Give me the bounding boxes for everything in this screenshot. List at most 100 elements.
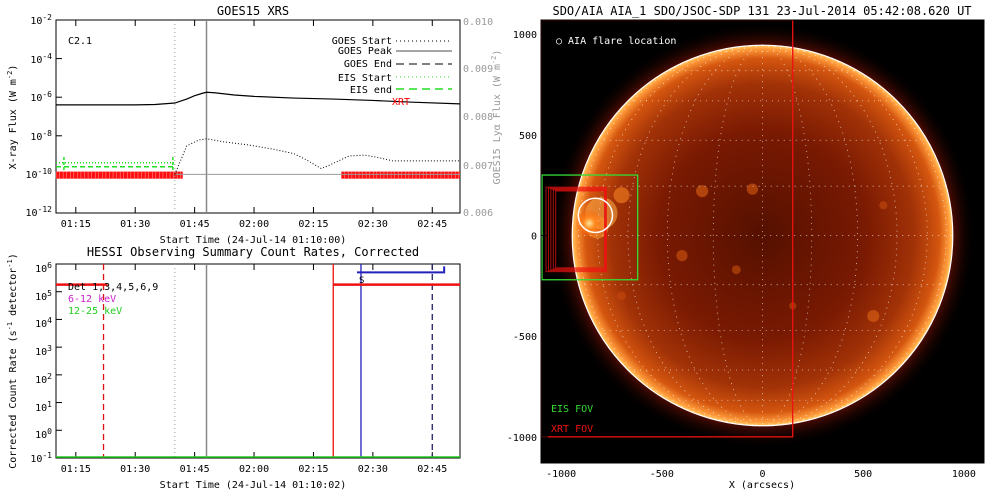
- hessi-x-axis-label: Start Time (24-Jul-14 01:10:02): [160, 480, 347, 491]
- aia-x-tick-label: 500: [854, 469, 872, 480]
- aia-y-tick-label: -500: [513, 332, 537, 343]
- hessi-y-ticks: 106 105 104 103 102 101 100 10-1: [30, 261, 52, 465]
- hessi-x-tick-label: 02:45: [417, 464, 447, 475]
- legend-6-12-kev: 6-12 keV: [68, 294, 116, 305]
- aia-x-ticks: -1000 -500 0 500 1000: [546, 20, 976, 480]
- hessi-x-ticks: 01:15 01:30 01:45 02:00 02:15 02:30 02:45: [61, 264, 447, 475]
- goes-marks: [55, 19, 461, 214]
- flare-glow: [575, 209, 604, 238]
- goes-x-tick-label: 01:45: [180, 219, 210, 230]
- aia-y-tick-label: 0: [531, 231, 537, 242]
- hessi-y-tick: 101: [35, 400, 52, 414]
- xrt-fov-label: XRT FOV: [551, 424, 593, 435]
- hessi-marks: [56, 263, 460, 459]
- hessi-y-tick: 106: [35, 261, 52, 275]
- goes-right-y-tick: 0.009: [463, 64, 493, 75]
- hessi-s-marker: S: [359, 276, 364, 286]
- legend-goes-end: GOES End: [344, 59, 392, 70]
- goes-plot-frame: [55, 19, 461, 214]
- hessi-chart-title: HESSI Observing Summary Count Rates, Cor…: [87, 245, 419, 259]
- goes-flare-class: C2.1: [68, 36, 92, 47]
- goes-y-tick: 10-6: [30, 90, 52, 104]
- goes-x-axis-label: Start Time (24-Jul-14 01:10:00): [160, 235, 347, 246]
- hessi-y-tick: 103: [35, 344, 52, 358]
- aia-y-tick-label: -1000: [507, 433, 537, 444]
- solar-disk: [572, 45, 953, 426]
- active-region: [867, 309, 880, 323]
- legend-xrt: XRT: [392, 97, 410, 108]
- aia-flare-location-circle: [577, 197, 614, 234]
- goes-right-y-tick: 0.007: [463, 161, 493, 172]
- active-region: [613, 187, 630, 204]
- fov-layer: [541, 20, 794, 438]
- goes-y-axis-label: X-ray Flux (W m-2): [6, 65, 19, 170]
- eis-fov-box: [541, 174, 639, 281]
- hessi-blue-step: [357, 266, 446, 274]
- aia-image-panel: SDO/AIA AIA_1 SDO/JSOC-SDP 131 23-Jul-20…: [507, 4, 985, 491]
- aia-x-tick-label: -1000: [546, 469, 576, 480]
- aia-y-tick-label: 500: [519, 131, 537, 142]
- xrt-fov-box: [541, 20, 794, 438]
- aia-x-axis-label: X (arcsecs): [729, 480, 795, 491]
- active-region: [617, 291, 626, 301]
- goes-x-tick-label: 02:00: [239, 219, 269, 230]
- aia-x-tick-label: 1000: [952, 469, 976, 480]
- active-region: [746, 183, 759, 195]
- goes-short-channel-line: [174, 138, 460, 175]
- longitude-line: [762, 44, 813, 427]
- active-region: [676, 249, 688, 262]
- goes-chart-title: GOES15 XRS: [217, 4, 289, 18]
- goes-right-y-tick: 0.010: [463, 17, 493, 28]
- goes-x-tick-label: 02:45: [417, 219, 447, 230]
- hessi-x-tick-label: 02:30: [358, 464, 388, 475]
- legend-goes-peak: GOES Peak: [338, 46, 392, 57]
- hessi-x-tick-label: 01:15: [61, 464, 91, 475]
- aia-image-area: [541, 20, 984, 463]
- active-region: [879, 201, 888, 210]
- longitude-line: [762, 44, 947, 427]
- hessi-y-tick: 102: [35, 372, 52, 386]
- goes-x-tick-label: 02:15: [298, 219, 328, 230]
- goes-x-tick-label: 01:30: [120, 219, 150, 230]
- hessi-x-tick-label: 01:45: [180, 464, 210, 475]
- heliographic-grid: [572, 44, 953, 427]
- hessi-y-axis-label: Corrected Count Rate (s-1 detector-1): [6, 253, 19, 469]
- legend-detectors: Det 1,3,4,5,6,9: [68, 282, 158, 293]
- aia-image-title: SDO/AIA AIA_1 SDO/JSOC-SDP 131 23-Jul-20…: [552, 4, 971, 18]
- active-region: [731, 265, 741, 275]
- goes-x-tick-label: 01:15: [61, 219, 91, 230]
- aia-flare-location-legend: ○ AIA flare location: [556, 36, 676, 47]
- xrt-fov-sub-box: [545, 186, 607, 273]
- aia-y-tick-label: 1000: [513, 30, 537, 41]
- goes-legend: GOES Start GOES Peak GOES End EIS Start …: [332, 36, 452, 108]
- legend-eis-start: EIS Start: [338, 73, 392, 84]
- hessi-legend: Det 1,3,4,5,6,9 6-12 keV 12-25 keV: [68, 282, 158, 317]
- goes-long-channel-line: [56, 91, 461, 106]
- goes-right-y-axis-label: GOES15 Lyα Flux (W m-2): [490, 50, 503, 185]
- hessi-x-tick-label: 02:15: [298, 464, 328, 475]
- goes-y-tick: 10-4: [30, 52, 52, 66]
- sun-layer: [549, 22, 976, 449]
- hessi-x-tick-label: 02:00: [239, 464, 269, 475]
- hessi-y-tick: 10-1: [30, 451, 52, 465]
- legend-goes-start: GOES Start: [332, 36, 392, 47]
- hessi-y-tick: 100: [35, 427, 52, 441]
- legend-12-25-kev: 12-25 keV: [68, 306, 122, 317]
- hessi-chart: HESSI Observing Summary Count Rates, Cor…: [6, 245, 461, 491]
- goes-x-tick-label: 02:30: [358, 219, 388, 230]
- goes-xrs-chart: GOES15 XRS 10-2 10-4 10-6 10-8 10-10 10-…: [6, 4, 503, 246]
- hessi-y-tick: 104: [35, 316, 52, 330]
- longitude-line: [578, 44, 763, 427]
- hessi-y-tick: 105: [35, 289, 52, 303]
- goes-y-tick: 10-8: [30, 129, 52, 143]
- goes-y-tick: 10-12: [26, 205, 53, 219]
- xrt-observation-block: [56, 171, 183, 179]
- xrt-observation-block: [341, 171, 460, 179]
- goes-right-y-ticks: 0.010 0.009 0.008 0.007 0.006: [463, 17, 493, 219]
- goes-right-y-tick: 0.006: [463, 208, 493, 219]
- longitude-line: [712, 44, 763, 427]
- goes-y-tick: 10-2: [30, 13, 52, 27]
- goes-x-ticks: 01:15 01:30 01:45 02:00 02:15 02:30 02:45: [61, 20, 447, 230]
- goes-y-tick: 10-10: [26, 167, 53, 181]
